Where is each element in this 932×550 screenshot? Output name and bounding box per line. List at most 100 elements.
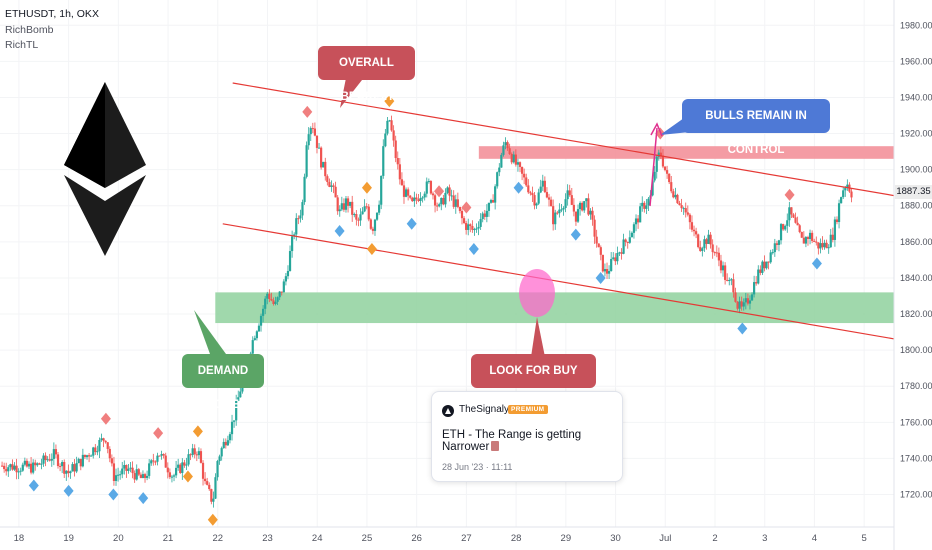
candle-body	[216, 461, 219, 478]
candle-body	[489, 200, 493, 203]
candle-body	[280, 291, 283, 293]
idea-date: 28 Jun '23 · 11:11	[442, 462, 513, 472]
candle-body	[54, 449, 58, 455]
candle-body	[632, 224, 636, 233]
candle-body	[518, 162, 522, 167]
candle-body	[25, 460, 29, 467]
candle-body	[50, 458, 53, 461]
candle-body	[539, 186, 542, 193]
buy-signal-icon	[513, 181, 524, 194]
chart-grid	[0, 0, 894, 527]
candle-body	[705, 239, 708, 244]
idea-title[interactable]: ETH - The Range is getting Narrower	[442, 429, 622, 453]
candle-body	[81, 454, 84, 467]
candle-body	[761, 261, 764, 273]
price-axis[interactable]: 1720.00 1740.00 1760.00 1780.00 1800.00 1820.…	[893, 0, 932, 550]
idea-title-text[interactable]: ETH - The Range is getting Narrower	[442, 429, 582, 453]
candle-body	[641, 202, 644, 207]
candle-body	[574, 211, 578, 222]
buy-signal-icon	[207, 513, 218, 526]
candle-body	[777, 240, 781, 245]
candle-body	[829, 234, 832, 248]
candle-body	[274, 301, 277, 304]
resistance-zone	[478, 146, 894, 159]
candle-body	[264, 298, 267, 309]
author-name[interactable]: TheSignalyst	[459, 404, 517, 415]
sell-signal-icon	[153, 427, 164, 440]
candle-body	[402, 185, 406, 197]
candle-body	[193, 448, 196, 455]
candle-body	[556, 212, 559, 214]
candle-body	[477, 226, 480, 229]
candle-body	[75, 463, 78, 472]
candle-body	[728, 280, 731, 282]
candle-body	[363, 206, 366, 212]
candle-body	[87, 455, 91, 457]
candle-body	[413, 197, 416, 202]
candle-body	[647, 198, 650, 206]
candle-body	[674, 194, 677, 198]
candle-body	[353, 214, 356, 216]
candle-body	[212, 498, 215, 502]
candle-body	[278, 291, 281, 298]
indicator-richbomb[interactable]: RichBomb	[5, 24, 54, 36]
indicator-richtl[interactable]: RichTL	[5, 39, 39, 51]
trend-lines	[222, 82, 932, 340]
candle-body	[634, 218, 638, 225]
candle-body	[444, 192, 447, 205]
time-tick-label: 28	[511, 533, 522, 544]
candle-body	[224, 441, 227, 446]
buy-signal-icon	[28, 479, 39, 492]
candle-body	[458, 206, 462, 211]
buy-signal-icon	[406, 217, 417, 230]
candle-body	[549, 199, 553, 207]
candle-body	[204, 478, 207, 482]
candle-body	[813, 240, 816, 242]
candle-body	[127, 468, 130, 471]
candle-body	[593, 219, 596, 237]
candle-body	[239, 391, 242, 398]
candle-body	[305, 145, 308, 177]
document-icon	[491, 441, 500, 451]
candle-body	[628, 237, 631, 243]
buy-signal-icon	[737, 322, 748, 335]
candle-body	[446, 187, 449, 193]
idea-card[interactable]: TheSignalyst PREMIUM ETH - The Range is …	[431, 391, 623, 482]
candle-body	[690, 222, 694, 230]
candle-body	[394, 140, 397, 159]
candle-body	[371, 228, 375, 231]
candle-body	[748, 300, 752, 304]
candle-body	[235, 400, 238, 421]
candle-body	[703, 239, 706, 249]
candle-body	[831, 234, 834, 240]
candle-body	[529, 192, 532, 194]
candle-body	[303, 176, 306, 203]
candle-body	[612, 257, 615, 259]
candle-body	[328, 182, 331, 187]
price-axis-bg	[894, 0, 932, 550]
candle-body	[719, 260, 723, 271]
time-axis[interactable]: 18 19 20 21 22 23 24 25 26 27 28 29 30 Jul 2 3 4 5	[0, 526, 894, 544]
candle-body	[407, 189, 410, 196]
candle-body	[587, 198, 590, 215]
candle-body	[655, 156, 658, 172]
candle-body	[487, 202, 491, 211]
candle-body	[682, 208, 685, 210]
candle-body	[23, 460, 26, 465]
candle-body	[382, 146, 385, 176]
candle-body	[272, 300, 275, 304]
time-tick-label: 19	[63, 533, 74, 544]
candle-body	[262, 308, 265, 316]
candle-body	[3, 465, 6, 470]
candle-body	[800, 232, 803, 238]
candle-body	[717, 252, 720, 261]
candle-body	[558, 209, 561, 214]
candle-body	[164, 455, 167, 468]
candle-body	[815, 241, 818, 243]
channel-lower-line	[222, 223, 897, 340]
candle-body	[597, 243, 600, 248]
candle-body	[483, 213, 486, 217]
candle-body	[342, 203, 346, 210]
candle-body	[259, 315, 263, 326]
